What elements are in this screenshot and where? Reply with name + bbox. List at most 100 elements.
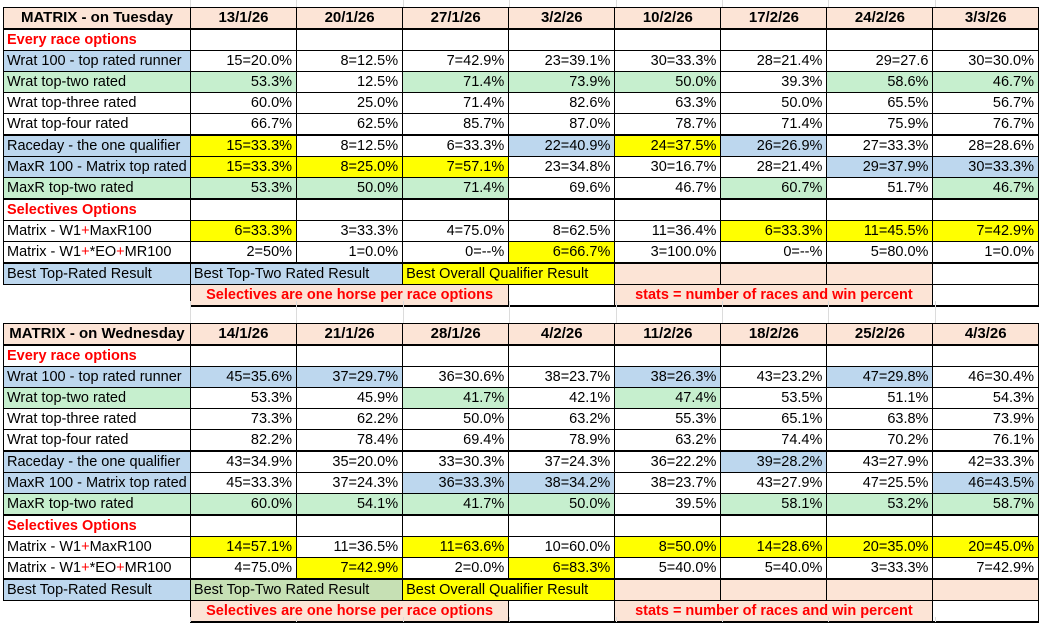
- date-header[interactable]: 13/1/26: [189, 7, 298, 30]
- value-cell[interactable]: [720, 344, 828, 367]
- value-cell[interactable]: 28=21.4%: [720, 156, 828, 178]
- row-label[interactable]: Matrix - W1+*EO+MR100: [3, 557, 191, 580]
- row-label[interactable]: MaxR 100 - Matrix top rated: [3, 156, 191, 178]
- value-cell[interactable]: 62.2%: [295, 408, 404, 430]
- value-cell[interactable]: 42=33.3%: [932, 450, 1039, 473]
- value-cell[interactable]: 75.9%: [826, 113, 934, 136]
- value-cell[interactable]: [402, 28, 510, 51]
- value-cell[interactable]: 82.2%: [189, 429, 298, 452]
- note-blank-cell[interactable]: [508, 284, 616, 307]
- value-cell[interactable]: 46=43.5%: [932, 472, 1039, 494]
- value-cell[interactable]: 50.0%: [614, 71, 722, 93]
- value-cell[interactable]: [402, 344, 510, 367]
- date-header[interactable]: 18/2/26: [720, 323, 828, 346]
- date-header[interactable]: 27/1/26: [402, 7, 510, 30]
- value-cell[interactable]: 54.1%: [295, 493, 404, 516]
- date-header[interactable]: 14/1/26: [189, 323, 298, 346]
- value-cell[interactable]: 7=42.9%: [295, 557, 404, 580]
- value-cell[interactable]: 85.7%: [402, 113, 510, 136]
- value-cell[interactable]: 11=36.4%: [614, 220, 722, 242]
- value-cell[interactable]: 23=34.8%: [508, 156, 616, 178]
- best-result-blank-cell[interactable]: [932, 578, 1039, 601]
- value-cell[interactable]: 60.0%: [189, 493, 298, 516]
- row-label[interactable]: Wrat top-four rated: [3, 113, 191, 136]
- value-cell[interactable]: [402, 198, 510, 221]
- value-cell[interactable]: 45=33.3%: [189, 472, 298, 494]
- row-label[interactable]: MaxR top-two rated: [3, 177, 191, 200]
- value-cell[interactable]: 22=40.9%: [508, 134, 616, 157]
- value-cell[interactable]: 43=27.9%: [826, 450, 934, 473]
- value-cell[interactable]: 8=62.5%: [508, 220, 616, 242]
- note-blank-cell[interactable]: [508, 600, 616, 623]
- value-cell[interactable]: 65.5%: [826, 92, 934, 114]
- value-cell[interactable]: 65.1%: [720, 408, 828, 430]
- value-cell[interactable]: 11=45.5%: [826, 220, 934, 242]
- date-header[interactable]: 25/2/26: [826, 323, 934, 346]
- value-cell[interactable]: 58.6%: [826, 71, 934, 93]
- row-label[interactable]: Wrat top-three rated: [3, 408, 191, 430]
- value-cell[interactable]: 76.7%: [932, 113, 1039, 136]
- value-cell[interactable]: 0=--%: [402, 241, 510, 264]
- value-cell[interactable]: 25.0%: [296, 92, 404, 114]
- value-cell[interactable]: 45=35.6%: [189, 366, 298, 388]
- value-cell[interactable]: 11=63.6%: [402, 536, 510, 558]
- value-cell[interactable]: 60.7%: [720, 177, 828, 200]
- value-cell[interactable]: 3=100.0%: [614, 241, 722, 264]
- value-cell[interactable]: 24=37.5%: [614, 134, 722, 157]
- value-cell[interactable]: 0=--%: [720, 241, 828, 264]
- value-cell[interactable]: 30=33.3%: [932, 156, 1039, 178]
- value-cell[interactable]: 43=34.9%: [189, 450, 298, 473]
- best-result-blank-cell[interactable]: [826, 578, 934, 601]
- value-cell[interactable]: [296, 198, 404, 221]
- value-cell[interactable]: 15=20.0%: [189, 50, 298, 72]
- best-result-row-label[interactable]: Best Top-Rated Result: [3, 578, 191, 601]
- value-cell[interactable]: [295, 514, 404, 537]
- value-cell[interactable]: 26=26.9%: [720, 134, 828, 157]
- value-cell[interactable]: 6=33.3%: [720, 220, 828, 242]
- best-result-cell[interactable]: Best Top-Two Rated Result: [189, 262, 404, 285]
- value-cell[interactable]: 8=12.5%: [296, 134, 404, 157]
- value-cell[interactable]: 35=20.0%: [295, 450, 404, 473]
- value-cell[interactable]: 3=33.3%: [826, 557, 934, 580]
- value-cell[interactable]: 46=30.4%: [932, 366, 1039, 388]
- value-cell[interactable]: 28=21.4%: [720, 50, 828, 72]
- value-cell[interactable]: 14=57.1%: [189, 536, 298, 558]
- value-cell[interactable]: 71.4%: [402, 71, 510, 93]
- value-cell[interactable]: 7=42.9%: [402, 50, 510, 72]
- best-result-cell[interactable]: Best Overall Qualifier Result: [402, 262, 616, 285]
- value-cell[interactable]: [508, 28, 616, 51]
- value-cell[interactable]: 38=23.7%: [614, 472, 722, 494]
- value-cell[interactable]: 1=0.0%: [932, 241, 1039, 264]
- date-header[interactable]: 11/2/26: [614, 323, 722, 346]
- row-label[interactable]: Every race options: [3, 28, 191, 51]
- best-result-blank-cell[interactable]: [826, 262, 934, 285]
- value-cell[interactable]: 53.2%: [826, 493, 934, 516]
- value-cell[interactable]: [189, 198, 298, 221]
- note-blank-cell[interactable]: [932, 284, 1039, 307]
- value-cell[interactable]: 42.1%: [508, 387, 616, 409]
- value-cell[interactable]: [826, 198, 934, 221]
- date-header[interactable]: 24/2/26: [826, 7, 934, 30]
- best-result-blank-cell[interactable]: [720, 578, 828, 601]
- value-cell[interactable]: 1=0.0%: [296, 241, 404, 264]
- row-label[interactable]: Wrat 100 - top rated runner: [3, 50, 191, 72]
- value-cell[interactable]: 54.3%: [932, 387, 1039, 409]
- value-cell[interactable]: 37=24.3%: [508, 450, 616, 473]
- value-cell[interactable]: [932, 514, 1039, 537]
- value-cell[interactable]: 12.5%: [296, 71, 404, 93]
- value-cell[interactable]: 50.0%: [296, 177, 404, 200]
- value-cell[interactable]: 58.7%: [932, 493, 1039, 516]
- value-cell[interactable]: 74.4%: [720, 429, 828, 452]
- value-cell[interactable]: 71.4%: [402, 177, 510, 200]
- best-result-blank-cell[interactable]: [720, 262, 828, 285]
- value-cell[interactable]: 29=37.9%: [826, 156, 934, 178]
- value-cell[interactable]: 70.2%: [826, 429, 934, 452]
- value-cell[interactable]: 5=40.0%: [720, 557, 828, 580]
- value-cell[interactable]: 5=80.0%: [826, 241, 934, 264]
- value-cell[interactable]: 43=23.2%: [720, 366, 828, 388]
- value-cell[interactable]: 10=60.0%: [508, 536, 616, 558]
- row-label[interactable]: Selectives Options: [3, 198, 191, 221]
- best-result-blank-cell[interactable]: [932, 262, 1039, 285]
- value-cell[interactable]: 63.2%: [508, 408, 616, 430]
- value-cell[interactable]: [402, 514, 510, 537]
